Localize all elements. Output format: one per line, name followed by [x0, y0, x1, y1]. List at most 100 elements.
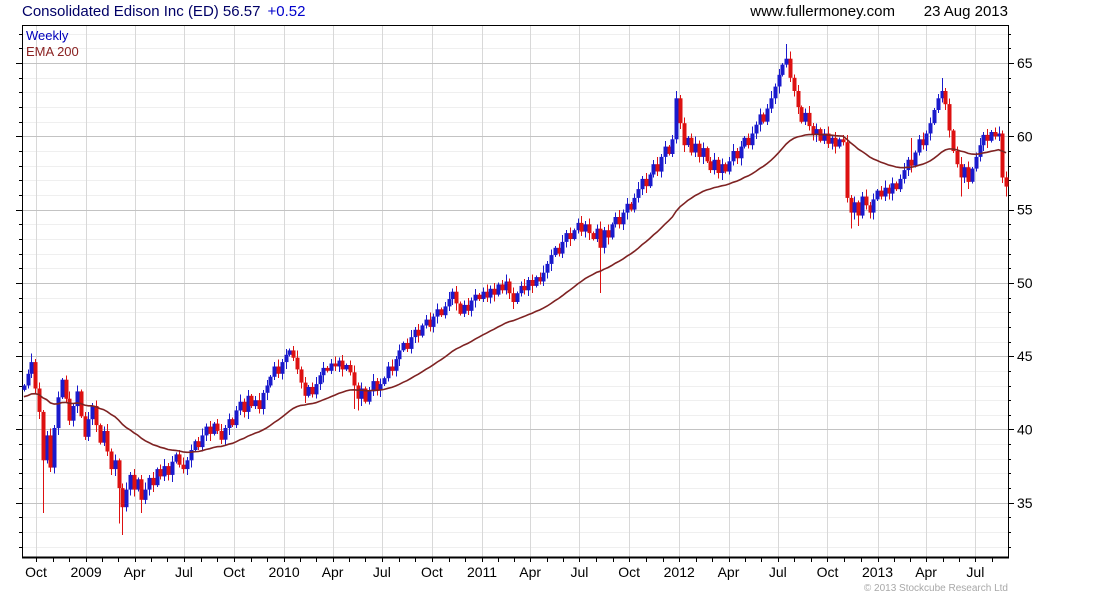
x-axis-label: Jul [175, 564, 193, 580]
candle-down [868, 205, 873, 213]
candle-down [458, 303, 463, 314]
x-axis-label: Apr [519, 564, 541, 580]
candle-down [257, 400, 262, 409]
x-axis-label: Oct [421, 564, 443, 580]
candle-up [409, 337, 414, 349]
y-axis-label: 60 [1017, 128, 1033, 144]
candle-up [906, 159, 911, 171]
candle-down [864, 196, 869, 206]
candle-up [595, 228, 600, 239]
candle-down [955, 151, 960, 165]
candle-up [549, 255, 554, 264]
candle-down [735, 151, 740, 159]
candle-up [22, 385, 27, 390]
candle-up [420, 325, 425, 336]
candle-down [356, 385, 361, 399]
y-axis-label: 45 [1017, 348, 1033, 364]
candle-up [640, 178, 645, 190]
candle-down [109, 451, 114, 470]
candle-up [545, 263, 550, 273]
candle-down [158, 469, 163, 477]
candle-up [553, 247, 558, 256]
candle-up [515, 293, 520, 302]
candle-up [488, 288, 493, 298]
candle-up [852, 202, 857, 213]
candle-down [761, 114, 766, 122]
candle-up [155, 469, 160, 486]
candle-down [993, 132, 998, 137]
candle-up [936, 98, 941, 110]
candle-down [985, 134, 990, 141]
candle-down [1004, 177, 1009, 187]
candle-down [856, 202, 861, 216]
candle-up [473, 294, 478, 301]
candle-down [98, 425, 103, 443]
candle-down [788, 58, 793, 78]
candle-up [978, 145, 983, 157]
candle-down [151, 477, 156, 486]
candle-up [287, 350, 292, 355]
candle-up [526, 280, 531, 291]
x-axis-label: Apr [718, 564, 740, 580]
candle-down [242, 401, 247, 412]
x-axis-label: 2010 [268, 564, 299, 580]
candle-down [67, 398, 72, 421]
candle-up [306, 387, 311, 396]
candle-up [883, 187, 888, 197]
candle-down [682, 123, 687, 146]
ema-legend-label: EMA 200 [26, 44, 79, 59]
candle-down [507, 281, 512, 294]
candle-down [390, 366, 395, 371]
candle-down [705, 148, 710, 162]
candle-down [291, 350, 296, 358]
candle-up [924, 133, 929, 146]
x-axis-label: Apr [322, 564, 344, 580]
candle-up [143, 489, 148, 500]
candle-up [56, 397, 61, 429]
candle-up [780, 64, 785, 75]
candle-down [117, 460, 122, 489]
candle-down [792, 77, 797, 91]
y-axis-label: 40 [1017, 421, 1033, 437]
candle-up [284, 354, 289, 363]
candle-down [166, 466, 171, 475]
candle-down [37, 388, 42, 412]
candle-down [485, 291, 490, 298]
x-axis-label: 2011 [467, 564, 497, 580]
copyright-label: © 2013 Stockcube Research Ltd [863, 583, 1008, 594]
candle-down [833, 137, 838, 147]
candle-down [405, 343, 410, 349]
date-label: 23 Aug 2013 [923, 3, 1008, 20]
timeframe-label: Weekly [26, 28, 69, 43]
candle-down [522, 285, 527, 291]
candle-up [124, 489, 129, 508]
candle-down [557, 247, 562, 254]
candle-up [928, 123, 933, 134]
candle-down [708, 161, 713, 171]
candle-down [655, 164, 660, 172]
candle-down [849, 197, 854, 213]
candle-down [887, 187, 892, 194]
candle-up [272, 366, 277, 377]
candle-down [299, 369, 304, 383]
candle-up [962, 167, 967, 178]
candle-up [128, 474, 133, 490]
candle-up [610, 224, 615, 238]
candle-up [731, 151, 736, 162]
candle-down [826, 133, 831, 144]
candle-up [204, 426, 209, 436]
candle-up [564, 233, 569, 242]
candle-down [139, 479, 144, 500]
candlesticks [22, 44, 1009, 535]
candle-up [113, 460, 118, 470]
candle-up [784, 58, 789, 65]
candle-down [83, 416, 88, 437]
candle-up [344, 365, 349, 370]
candle-up [447, 299, 452, 307]
candle-down [352, 372, 357, 386]
candle-up [238, 401, 243, 411]
x-axis-label: 2013 [862, 564, 893, 580]
candle-up [504, 281, 509, 291]
candle-down [416, 329, 421, 336]
